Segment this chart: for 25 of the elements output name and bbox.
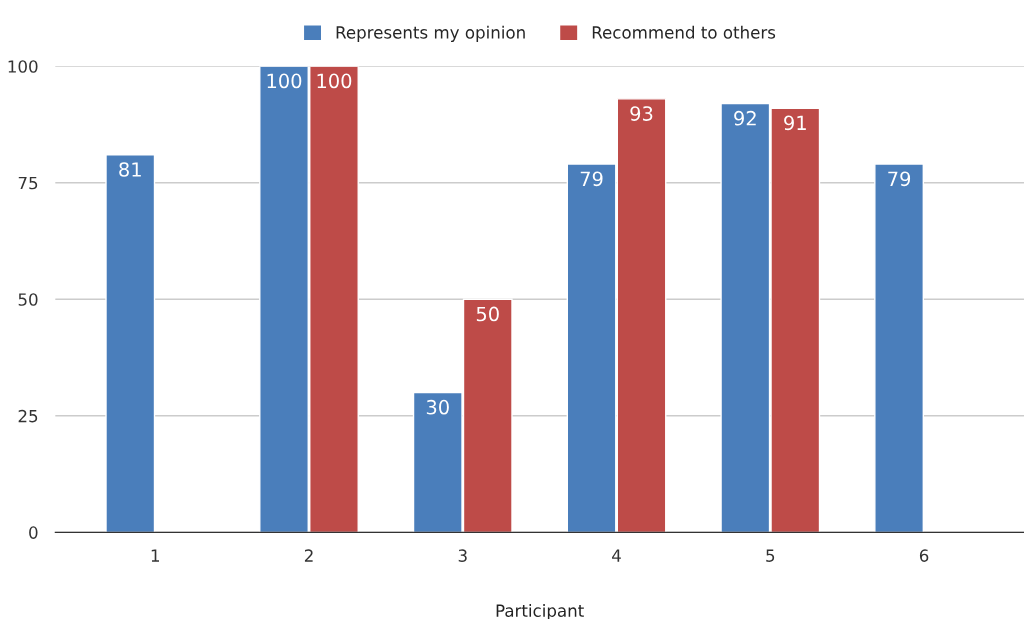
x-tick-label: 6 (919, 549, 929, 562)
x-tick-label: 1 (151, 549, 159, 562)
data-label: 79 (888, 171, 911, 187)
y-tick-label: 0 (29, 526, 38, 539)
data-label: 79 (580, 171, 603, 187)
y-tick-label: 100 (8, 60, 38, 73)
x-tick-label: 4 (612, 549, 621, 562)
data-label: 92 (734, 110, 756, 126)
data-label: 91 (784, 115, 806, 131)
bar (874, 163, 924, 533)
data-label: 93 (630, 106, 653, 121)
legend-label: Represents my opinion (336, 25, 525, 42)
data-label: 50 (476, 306, 499, 322)
y-tick-label: 50 (18, 293, 38, 306)
bar (105, 154, 156, 533)
data-label: 81 (119, 162, 141, 177)
x-tick-label: 5 (766, 549, 775, 562)
y-tick-label: 25 (18, 409, 38, 423)
data-label: 30 (426, 399, 449, 415)
data-label: 100 (267, 73, 302, 89)
y-tick-label: 75 (18, 176, 38, 190)
data-label: 100 (317, 73, 352, 89)
x-tick-label: 2 (304, 549, 313, 562)
x-tick-label: 3 (458, 549, 467, 562)
legend-label: Recommend to others (592, 25, 776, 39)
